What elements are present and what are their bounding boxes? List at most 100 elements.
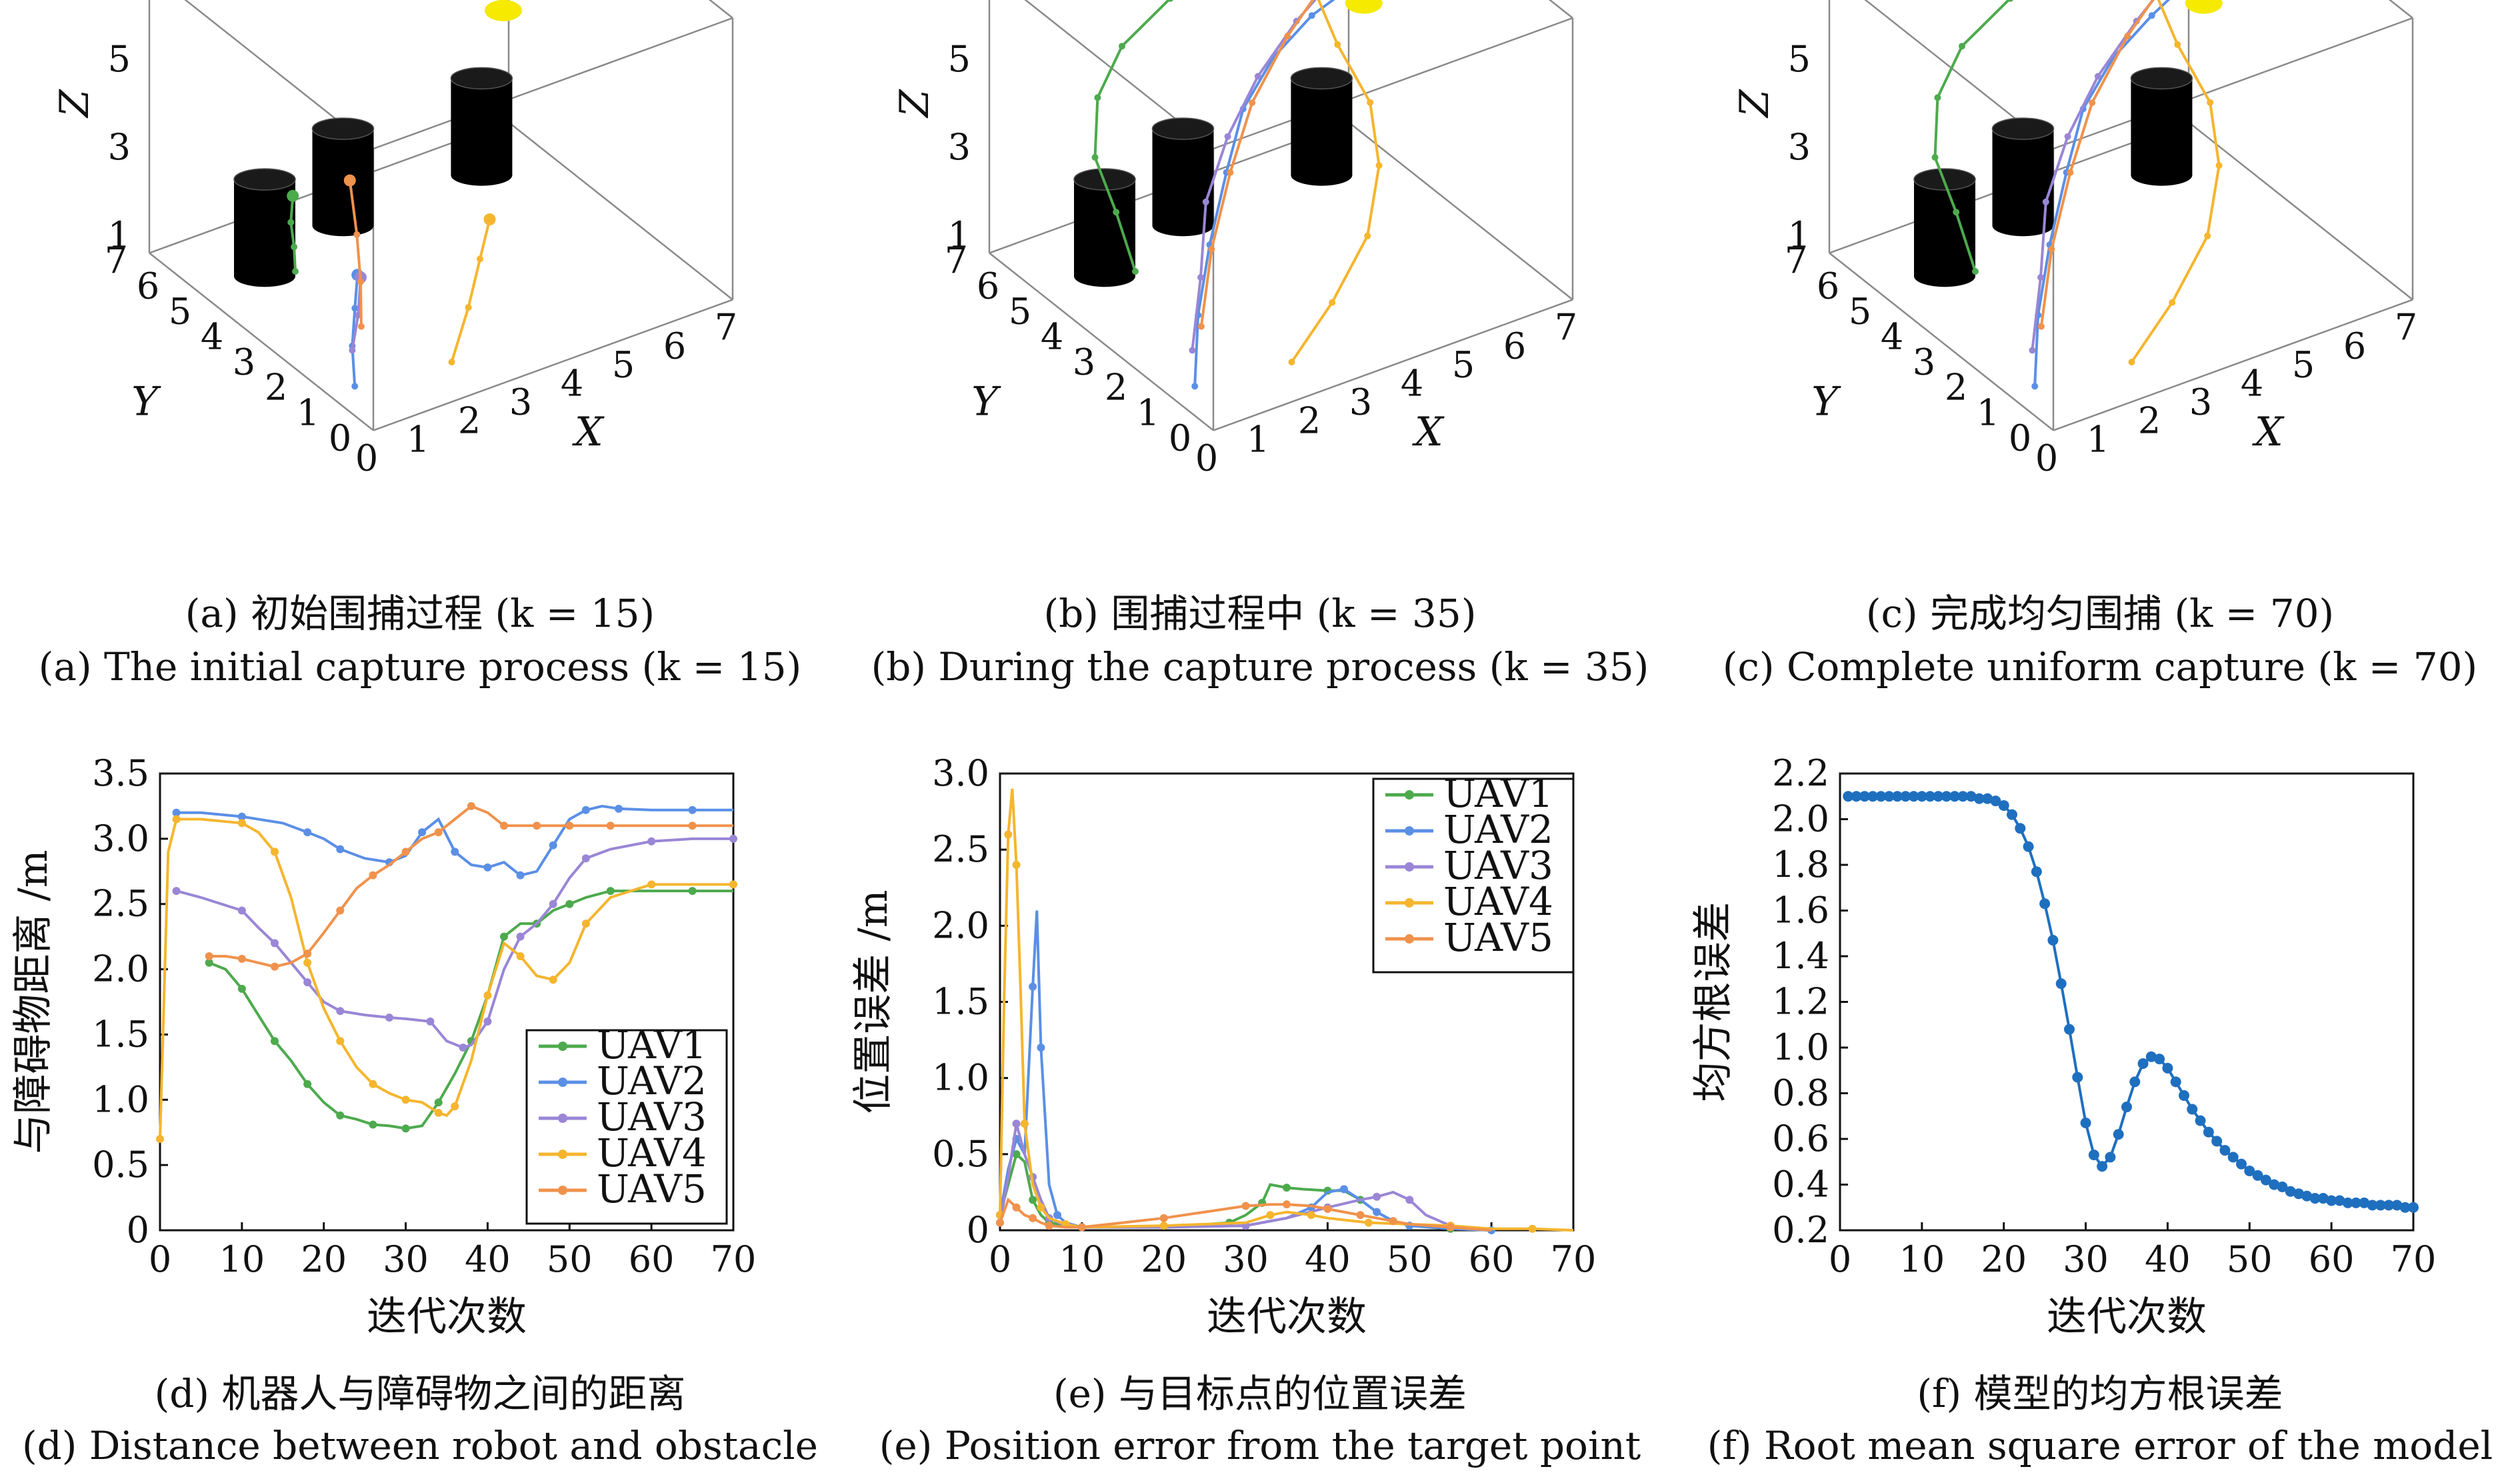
z-tick-label: 1 bbox=[1788, 214, 1811, 256]
data-point-UAV3 bbox=[303, 978, 312, 987]
trajectory-point-UAV3 bbox=[2037, 274, 2044, 281]
trajectory-3d-plot-c: 01234567X01234567Y1357Z bbox=[1731, 0, 2417, 479]
y-tick-label: 4 bbox=[1881, 315, 1903, 357]
trajectory-UAV3 bbox=[2031, 0, 2155, 351]
obstacle-cylinder-base bbox=[234, 265, 295, 287]
x-tick-label: 40 bbox=[2145, 1238, 2191, 1280]
x-tick-label: 6 bbox=[663, 325, 686, 367]
trajectory-point-UAV4 bbox=[2204, 232, 2211, 239]
data-point-UAV5 bbox=[205, 952, 213, 960]
legend-label-UAV3: UAV3 bbox=[597, 1094, 707, 1140]
trajectory-point-UAV5 bbox=[2067, 169, 2074, 176]
caption-f-en: (f) Root mean square error of the model bbox=[1707, 1423, 2493, 1468]
data-point-UAV3 bbox=[581, 854, 590, 863]
x-tick-label: 6 bbox=[2343, 325, 2366, 367]
obstacle-cylinder-body bbox=[451, 78, 513, 175]
obstacle-cylinder-body bbox=[312, 129, 374, 226]
x-tick-label: 7 bbox=[715, 306, 737, 348]
x-axis-label: 迭代次数 bbox=[367, 1294, 527, 1340]
data-point-UAV1 bbox=[1283, 1184, 1291, 1192]
data-point-rmse bbox=[2293, 1188, 2304, 1200]
data-point-UAV3 bbox=[1012, 1120, 1021, 1128]
data-point-UAV1 bbox=[205, 958, 213, 967]
z-tick-label: 5 bbox=[1788, 38, 1811, 80]
trajectory-point-UAV4 bbox=[483, 213, 496, 225]
data-point-UAV5 bbox=[1389, 1217, 1397, 1226]
data-point-rmse bbox=[1925, 791, 1936, 802]
trajectory-point-UAV1 bbox=[1094, 94, 1101, 101]
obstacle-cylinder-body bbox=[1992, 129, 2054, 226]
y-tick-label: 0 bbox=[1169, 417, 1191, 459]
trajectory-3d-plot-a: 01234567X01234567Y1357Z bbox=[51, 0, 737, 479]
trajectory-point-UAV4 bbox=[1367, 99, 1374, 106]
legend-label-UAV5: UAV5 bbox=[597, 1166, 707, 1212]
obstacle-cylinder-top bbox=[2130, 67, 2193, 90]
data-point-rmse bbox=[2064, 1024, 2075, 1035]
data-point-UAV5 bbox=[237, 954, 246, 963]
x-axis-label: X bbox=[572, 409, 605, 455]
caption-b-cn: (b) 围捕过程中 (k = 35) bbox=[1043, 591, 1477, 636]
x-tick-label: 4 bbox=[2241, 362, 2263, 404]
data-point-UAV3 bbox=[729, 834, 737, 843]
data-point-UAV2 bbox=[516, 871, 525, 880]
x-tick-label: 20 bbox=[1141, 1238, 1187, 1280]
x-tick-label: 50 bbox=[1387, 1238, 1433, 1280]
data-point-rmse bbox=[2383, 1200, 2395, 1211]
data-point-rmse bbox=[2309, 1193, 2321, 1204]
obstacle-cylinder-base bbox=[2131, 164, 2193, 186]
trajectory-point-UAV1 bbox=[292, 268, 299, 275]
data-point-UAV4 bbox=[1159, 1222, 1168, 1230]
y-tick-label: 0.8 bbox=[1772, 1072, 1829, 1114]
data-point-rmse bbox=[2179, 1090, 2189, 1101]
data-point-UAV3 bbox=[459, 1044, 467, 1052]
y-axis-label: Y bbox=[971, 378, 1001, 425]
data-point-rmse bbox=[2375, 1200, 2386, 1211]
data-point-rmse bbox=[2113, 1129, 2124, 1140]
data-point-UAV2 bbox=[418, 828, 427, 837]
trajectory-point-UAV4 bbox=[2128, 359, 2135, 365]
legend-label-UAV2: UAV2 bbox=[1443, 807, 1553, 852]
caption-d-en: (d) Distance between robot and obstacle bbox=[22, 1423, 818, 1468]
data-point-UAV5 bbox=[336, 906, 345, 915]
caption-e-en: (e) Position error from the target point bbox=[879, 1423, 1641, 1468]
trajectory-point-UAV1 bbox=[1931, 154, 1939, 161]
y-tick-label: 2.0 bbox=[1772, 798, 1829, 840]
data-point-UAV2 bbox=[688, 806, 697, 814]
trajectory-point-UAV1 bbox=[1113, 209, 1120, 216]
plot-frame bbox=[159, 772, 735, 1232]
data-point-rmse bbox=[2227, 1152, 2239, 1163]
x-tick-label: 60 bbox=[1469, 1238, 1515, 1280]
data-point-UAV2 bbox=[237, 812, 246, 821]
x-tick-label: 50 bbox=[2227, 1238, 2273, 1280]
trajectory-point-UAV1 bbox=[1972, 268, 1979, 275]
y-tick-label: 1 bbox=[1977, 391, 1999, 433]
data-point-UAV5 bbox=[1029, 1214, 1037, 1222]
data-point-UAV5 bbox=[1241, 1202, 1250, 1210]
trajectory-UAV4 bbox=[1290, 0, 1381, 363]
z-axis-label: Z bbox=[891, 89, 938, 119]
trajectory-UAV2 bbox=[351, 275, 359, 387]
data-point-UAV3 bbox=[1405, 1196, 1414, 1204]
x-axis-label: 迭代次数 bbox=[2047, 1294, 2207, 1340]
obstacle-cylinder-body bbox=[2131, 78, 2193, 175]
caption-d-cn: (d) 机器人与障碍物之间的距离 bbox=[154, 1371, 686, 1416]
x-axis-label: 迭代次数 bbox=[1207, 1294, 1367, 1340]
z-tick-label: 3 bbox=[1788, 126, 1811, 168]
target-marker bbox=[2185, 0, 2223, 14]
box-top-edge bbox=[708, 0, 733, 19]
x-tick-label: 10 bbox=[1899, 1238, 1945, 1280]
obstacle-cylinder-base bbox=[1291, 164, 1353, 186]
data-point-UAV2 bbox=[451, 848, 459, 856]
z-tick-label: 3 bbox=[108, 126, 131, 168]
trajectory-point-UAV1 bbox=[1959, 43, 1965, 50]
data-point-UAV4 bbox=[729, 880, 737, 889]
data-point-rmse bbox=[2137, 1058, 2149, 1069]
y-tick-label: 1.8 bbox=[1772, 844, 1829, 886]
z-tick-label: 1 bbox=[108, 214, 131, 256]
trajectory-UAV5 bbox=[2039, 0, 2155, 327]
legend-marker-UAV2 bbox=[558, 1078, 567, 1087]
y-tick-label: 7 bbox=[945, 239, 967, 281]
y-tick-label: 5 bbox=[1009, 290, 1031, 332]
z-tick-label: 5 bbox=[108, 38, 131, 80]
data-point-UAV4 bbox=[336, 1037, 345, 1046]
